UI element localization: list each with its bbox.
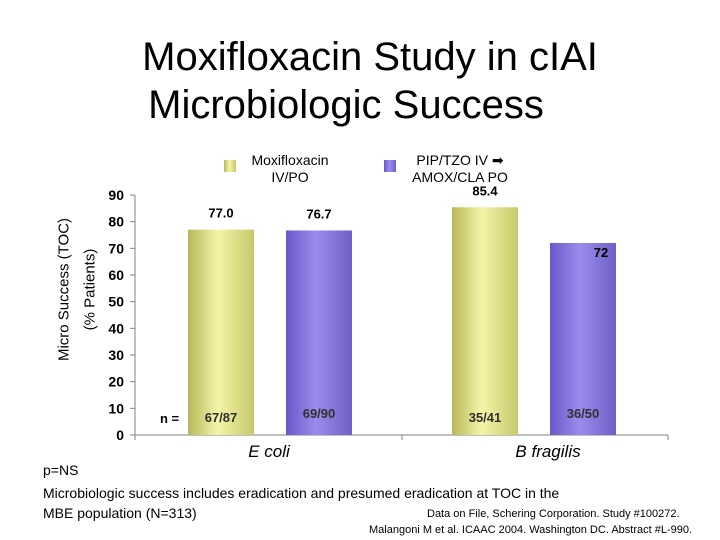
data-label: 85.4 [472, 183, 498, 198]
y-tick-label: 80 [108, 214, 124, 230]
n-count-label: 67/87 [205, 410, 238, 425]
n-count-label: 36/50 [567, 406, 600, 421]
slide-title-line1: Moxifloxacin Study in cIAI [142, 35, 598, 79]
y-tick-label: 10 [108, 400, 124, 416]
y-tick-label: 50 [108, 294, 124, 310]
y-tick-label: 40 [108, 320, 124, 336]
bar [452, 207, 518, 435]
bar [286, 230, 352, 435]
data-label: 76.7 [306, 206, 331, 221]
n-count-label: 69/90 [303, 406, 336, 421]
source-citation-1: Data on File, Schering Corporation. Stud… [427, 508, 680, 520]
legend-label-pip-tzo: PIP/TZO IV ➡ AMOX/CLA PO [412, 152, 508, 185]
footnote-definition: Microbiologic success includes eradicati… [43, 485, 560, 501]
n-count-label: 35/41 [469, 410, 502, 425]
bar [550, 243, 616, 435]
category-label: B fragilis [515, 442, 581, 461]
y-tick-label: 70 [108, 240, 124, 256]
bar [188, 229, 254, 435]
y-tick-label: 60 [108, 267, 124, 283]
legend-swatch-pip-tzo [384, 160, 396, 172]
y-axis-label-line2: (% Patients) [81, 248, 99, 331]
y-tick-label: 30 [108, 347, 124, 363]
source-citation-2: Malangoni M et al. ICAAC 2004. Washingto… [369, 524, 693, 536]
y-tick-label: 90 [108, 187, 124, 203]
category-label: E coli [248, 442, 291, 461]
legend-label-moxifloxacin: Moxifloxacin IV/PO [251, 152, 329, 185]
slide-title-line2: Microbiologic Success [148, 83, 544, 127]
y-tick-label: 20 [108, 374, 124, 390]
data-label: 72 [594, 245, 608, 260]
n-prefix-label: n = [160, 411, 180, 426]
legend-swatch-moxifloxacin [224, 160, 236, 172]
footnote-population: MBE population (N=313) [43, 505, 197, 521]
y-axis-label-line1: Micro Success (TOC) [55, 217, 73, 362]
footnote-pvalue: p=NS [43, 462, 79, 478]
y-tick-label: 0 [116, 427, 124, 443]
data-label: 77.0 [208, 206, 233, 221]
